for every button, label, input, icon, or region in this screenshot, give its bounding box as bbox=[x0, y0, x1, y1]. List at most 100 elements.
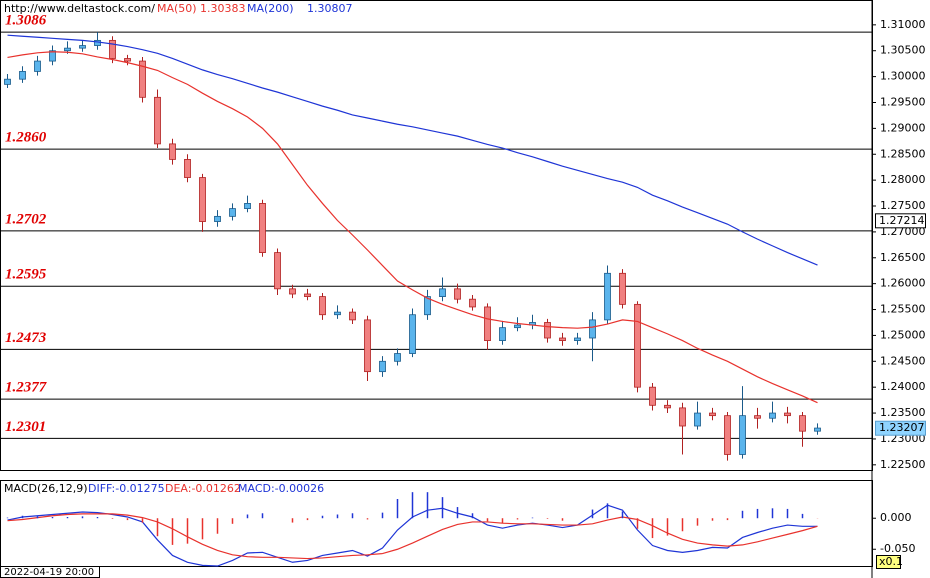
scale-box bbox=[876, 555, 901, 569]
candle-body bbox=[769, 412, 776, 419]
candle-body bbox=[424, 296, 431, 316]
candle-body bbox=[634, 303, 641, 388]
candle-body bbox=[454, 288, 461, 300]
candle-body bbox=[469, 298, 476, 308]
y-tick-label: -0.050 bbox=[880, 542, 915, 555]
candle-body bbox=[499, 327, 506, 341]
candle-body bbox=[154, 96, 161, 145]
y-tick-label: 1.22500 bbox=[880, 458, 926, 471]
ma-line bbox=[7, 51, 818, 404]
candle-body bbox=[679, 407, 686, 427]
candle-body bbox=[124, 58, 131, 62]
candle-body bbox=[274, 252, 281, 290]
candle-body bbox=[574, 337, 581, 341]
macd-line bbox=[7, 513, 818, 560]
candle-body bbox=[289, 288, 296, 295]
candle-body bbox=[229, 208, 236, 217]
y-tick-label: 1.31000 bbox=[880, 18, 926, 31]
candle-body bbox=[604, 272, 611, 321]
candle-body bbox=[169, 143, 176, 160]
candle-body bbox=[4, 78, 11, 85]
candle-body bbox=[214, 215, 221, 222]
candle-body bbox=[784, 412, 791, 417]
candle-body bbox=[34, 60, 41, 72]
candle-body bbox=[694, 412, 701, 427]
ma-line bbox=[7, 34, 818, 266]
candle-body bbox=[94, 39, 101, 46]
y-tick-label: 1.25500 bbox=[880, 303, 926, 316]
y-tick-label: 1.29000 bbox=[880, 121, 926, 134]
legend-value: 1.30807 bbox=[307, 2, 353, 15]
level-label: 1.3086 bbox=[5, 13, 47, 29]
y-tick-label: 1.25000 bbox=[880, 328, 926, 341]
y-tick-label: 1.26000 bbox=[880, 277, 926, 290]
price-tag bbox=[875, 420, 926, 436]
candle-body bbox=[649, 386, 656, 406]
candle-body bbox=[139, 60, 146, 98]
legend-name: MA(200) bbox=[247, 2, 294, 15]
candle-body bbox=[589, 319, 596, 339]
candle-body bbox=[49, 50, 56, 62]
candle-body bbox=[19, 71, 26, 80]
candle-body bbox=[379, 360, 386, 373]
main-frame bbox=[0, 0, 873, 471]
candle-body bbox=[184, 159, 191, 178]
candle-body bbox=[304, 293, 311, 297]
candle-body bbox=[409, 314, 416, 354]
candle-body bbox=[334, 311, 341, 316]
level-label: 1.2702 bbox=[5, 211, 47, 227]
candle-body bbox=[559, 337, 566, 341]
legend-name: MA(50) bbox=[157, 2, 197, 15]
candle-body bbox=[199, 177, 206, 222]
y-tick-label: 1.29500 bbox=[880, 95, 926, 108]
source-label: http://www.deltastock.com/ bbox=[4, 2, 155, 15]
candle-body bbox=[739, 415, 746, 455]
macd-readout: MACD:-0.00026 bbox=[238, 482, 324, 495]
price-tag-label: 1.27214 bbox=[879, 214, 925, 227]
level-label: 1.2595 bbox=[5, 267, 47, 283]
legend-value: 1.30383 bbox=[200, 2, 246, 15]
candle-body bbox=[349, 311, 356, 321]
candle-body bbox=[364, 319, 371, 373]
candle-body bbox=[709, 412, 716, 417]
scale-label: x0.1 bbox=[879, 555, 903, 568]
candle-body bbox=[79, 45, 86, 49]
y-tick-label: 0.000 bbox=[880, 511, 912, 524]
candle-body bbox=[544, 322, 551, 339]
level-label: 1.2473 bbox=[5, 330, 47, 346]
candle-body bbox=[724, 415, 731, 455]
y-tick-label: 1.30500 bbox=[880, 44, 926, 57]
candle-body bbox=[64, 47, 71, 52]
macd-readout: DIFF:-0.01275 bbox=[88, 482, 165, 495]
y-tick-label: 1.28000 bbox=[880, 173, 926, 186]
candle-body bbox=[664, 404, 671, 409]
level-label: 1.2377 bbox=[5, 380, 47, 396]
price-tag bbox=[875, 213, 926, 229]
candle-body bbox=[109, 39, 116, 59]
candle-body bbox=[484, 306, 491, 341]
y-tick-label: 1.26500 bbox=[880, 251, 926, 264]
macd-title: MACD(26,12,9) bbox=[4, 482, 88, 495]
macd-readout: DEA:-0.01262 bbox=[165, 482, 241, 495]
y-tick-label: 1.24000 bbox=[880, 380, 926, 393]
candle-body bbox=[319, 296, 326, 316]
y-tick-label: 1.28500 bbox=[880, 147, 926, 160]
candle-body bbox=[244, 203, 251, 210]
price-tag-label: 1.23207 bbox=[879, 421, 925, 434]
candle-body bbox=[814, 427, 821, 432]
candle-body bbox=[394, 353, 401, 362]
candle-body bbox=[754, 415, 761, 419]
candle-body bbox=[619, 272, 626, 305]
y-tick-label: 1.24500 bbox=[880, 354, 926, 367]
y-tick-label: 1.27500 bbox=[880, 199, 926, 212]
candle-body bbox=[259, 203, 266, 253]
level-label: 1.2301 bbox=[5, 419, 46, 435]
level-label: 1.2860 bbox=[5, 130, 47, 146]
y-tick-label: 1.23500 bbox=[880, 406, 926, 419]
candle-body bbox=[439, 288, 446, 297]
candle-body bbox=[514, 324, 521, 329]
date-label: 2022-04-19 20:00 bbox=[4, 567, 94, 578]
candle-body bbox=[799, 415, 806, 432]
y-tick-label: 1.30000 bbox=[880, 70, 926, 83]
